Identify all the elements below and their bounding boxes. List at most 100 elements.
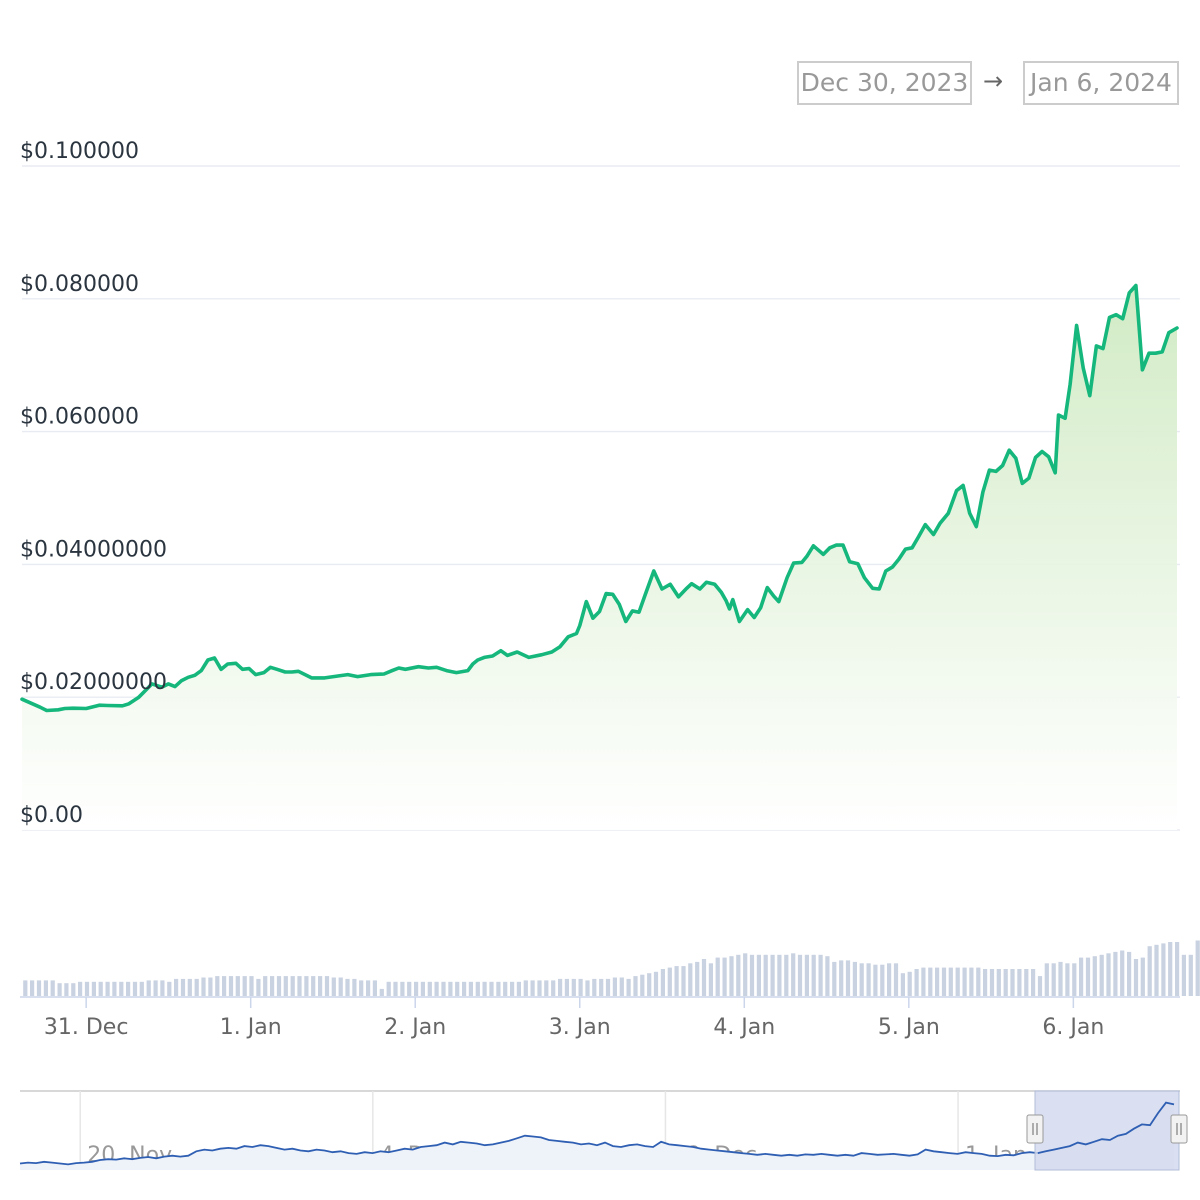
volume-bar bbox=[1127, 951, 1132, 996]
volume-bar bbox=[1175, 942, 1180, 996]
volume-bar bbox=[893, 963, 899, 996]
volume-bar bbox=[304, 976, 309, 996]
x-tick-label: 1. Jan bbox=[220, 1015, 282, 1040]
navigator-area bbox=[20, 1102, 1174, 1170]
volume-bar bbox=[530, 980, 535, 996]
volume-bar bbox=[297, 976, 302, 996]
volume-bar bbox=[139, 981, 144, 996]
volume-bar bbox=[400, 981, 405, 996]
volume-bar bbox=[516, 981, 521, 996]
volume-bar bbox=[126, 981, 131, 996]
volume-bar bbox=[667, 967, 672, 996]
y-tick-label: $0.060000 bbox=[20, 405, 139, 430]
volume-bar bbox=[119, 981, 124, 996]
volume-bar bbox=[338, 977, 343, 996]
volume-bar bbox=[43, 980, 48, 996]
volume-bar bbox=[564, 978, 569, 996]
volume-bar bbox=[222, 976, 227, 996]
volume-bar bbox=[372, 980, 377, 996]
volume-bar bbox=[551, 980, 556, 996]
range-to-input[interactable]: Jan 6, 2024 bbox=[1023, 61, 1179, 105]
volume-bar bbox=[715, 957, 720, 996]
volume-bar bbox=[887, 963, 892, 996]
volume-bar bbox=[784, 954, 789, 996]
volume-bar bbox=[612, 977, 617, 996]
range-arrow-icon: → bbox=[983, 67, 1004, 95]
volume-bar bbox=[1154, 944, 1159, 996]
volume-bar bbox=[544, 980, 549, 996]
volume-bar bbox=[420, 981, 425, 996]
volume-bar bbox=[263, 976, 268, 996]
volume-bar bbox=[475, 981, 480, 996]
volume-bar bbox=[187, 978, 192, 996]
volume-bar bbox=[1140, 957, 1145, 996]
volume-bar bbox=[640, 974, 645, 996]
volume-bar bbox=[36, 980, 42, 996]
navigator-right-handle[interactable] bbox=[1170, 1114, 1188, 1144]
volume-bar bbox=[1161, 943, 1166, 996]
volume-bar bbox=[160, 980, 165, 996]
volume-bar bbox=[976, 967, 981, 996]
volume-bar bbox=[283, 976, 288, 996]
volume-bar bbox=[1133, 959, 1139, 996]
volume-bar bbox=[112, 981, 117, 996]
y-axis-labels: $0.00 $0.02000000 $0.04000000 $0.060000 $0.0… bbox=[20, 139, 167, 828]
volume-bar bbox=[770, 954, 775, 996]
volume-bar bbox=[948, 967, 953, 996]
volume-bar bbox=[1113, 951, 1118, 996]
volume-bar bbox=[941, 967, 947, 996]
volume-bar bbox=[180, 978, 186, 996]
volume-bar bbox=[1065, 963, 1070, 996]
volume-bar bbox=[900, 973, 905, 996]
volume-bar bbox=[777, 954, 782, 996]
volume-bar bbox=[1168, 942, 1173, 996]
volume-bar bbox=[78, 981, 83, 996]
range-from-input[interactable]: Dec 30, 2023 bbox=[797, 61, 972, 105]
y-tick-label: $0.100000 bbox=[20, 139, 139, 164]
volume-bar bbox=[928, 967, 933, 996]
volume-bar bbox=[228, 976, 234, 996]
volume-bar bbox=[873, 964, 878, 996]
volume-bar bbox=[839, 960, 844, 996]
volume-bars bbox=[23, 940, 1200, 996]
volume-bar bbox=[482, 981, 487, 996]
volume-bar bbox=[1181, 954, 1186, 996]
volume-bar bbox=[605, 978, 611, 996]
volume-bar bbox=[50, 980, 55, 996]
volume-bar bbox=[427, 981, 432, 996]
volume-bar bbox=[674, 966, 679, 996]
volume-bar bbox=[414, 981, 419, 996]
volume-bar bbox=[996, 969, 1001, 996]
volume-bar bbox=[1072, 963, 1077, 996]
volume-bar bbox=[1120, 950, 1125, 996]
volume-bar bbox=[448, 981, 453, 996]
volume-bar bbox=[455, 981, 460, 996]
volume-bar bbox=[407, 981, 412, 996]
volume-bar bbox=[653, 971, 659, 996]
volume-bar bbox=[1147, 946, 1152, 996]
navigator-series-line-selected bbox=[1037, 1101, 1175, 1154]
volume-bar bbox=[489, 981, 494, 996]
volume-bar bbox=[359, 980, 364, 996]
volume-bar bbox=[921, 967, 926, 996]
navigator-left-handle[interactable] bbox=[1026, 1114, 1044, 1144]
y-tick-label: $0.02000000 bbox=[20, 670, 167, 695]
volume-bar bbox=[722, 957, 727, 996]
volume-bar bbox=[503, 981, 508, 996]
volume-bar bbox=[743, 953, 748, 996]
volume-bar bbox=[626, 978, 631, 996]
volume-bar bbox=[1079, 957, 1084, 996]
volume-bar bbox=[57, 983, 62, 996]
volume-bar bbox=[955, 967, 960, 996]
volume-bar bbox=[749, 954, 755, 996]
volume-bar bbox=[880, 964, 885, 996]
volume-bar bbox=[215, 976, 220, 996]
volume-bar bbox=[825, 956, 830, 996]
volume-bar bbox=[592, 978, 597, 996]
volume-bar bbox=[434, 981, 439, 996]
volume-bar bbox=[393, 981, 398, 996]
volume-bar bbox=[969, 967, 974, 996]
volume-bar bbox=[194, 978, 199, 996]
volume-bar bbox=[366, 980, 371, 996]
